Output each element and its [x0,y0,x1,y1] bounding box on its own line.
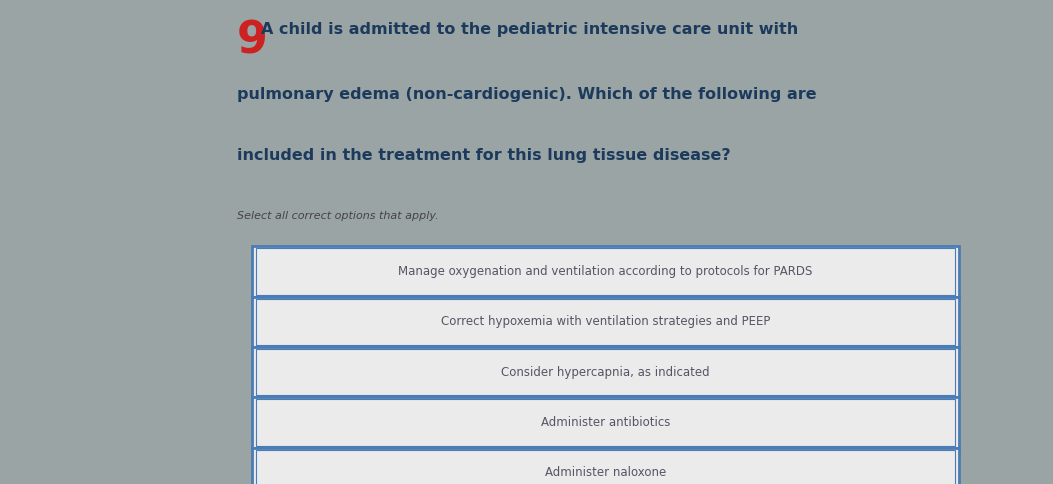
Text: 9: 9 [237,19,267,62]
FancyBboxPatch shape [252,347,959,397]
Text: Correct hypoxemia with ventilation strategies and PEEP: Correct hypoxemia with ventilation strat… [441,316,770,328]
FancyBboxPatch shape [252,397,959,448]
Text: Consider hypercapnia, as indicated: Consider hypercapnia, as indicated [501,366,710,378]
FancyBboxPatch shape [252,448,959,484]
Text: A child is admitted to the pediatric intensive care unit with: A child is admitted to the pediatric int… [261,22,798,37]
Text: pulmonary edema (non-cardiogenic). Which of the following are: pulmonary edema (non-cardiogenic). Which… [237,87,816,102]
FancyBboxPatch shape [252,246,959,297]
Text: Manage oxygenation and ventilation according to protocols for PARDS: Manage oxygenation and ventilation accor… [398,265,813,278]
Text: included in the treatment for this lung tissue disease?: included in the treatment for this lung … [237,148,731,163]
Text: Administer naloxone: Administer naloxone [544,467,667,479]
FancyBboxPatch shape [252,297,959,347]
Text: Select all correct options that apply.: Select all correct options that apply. [237,211,438,221]
Text: Administer antibiotics: Administer antibiotics [541,416,670,429]
